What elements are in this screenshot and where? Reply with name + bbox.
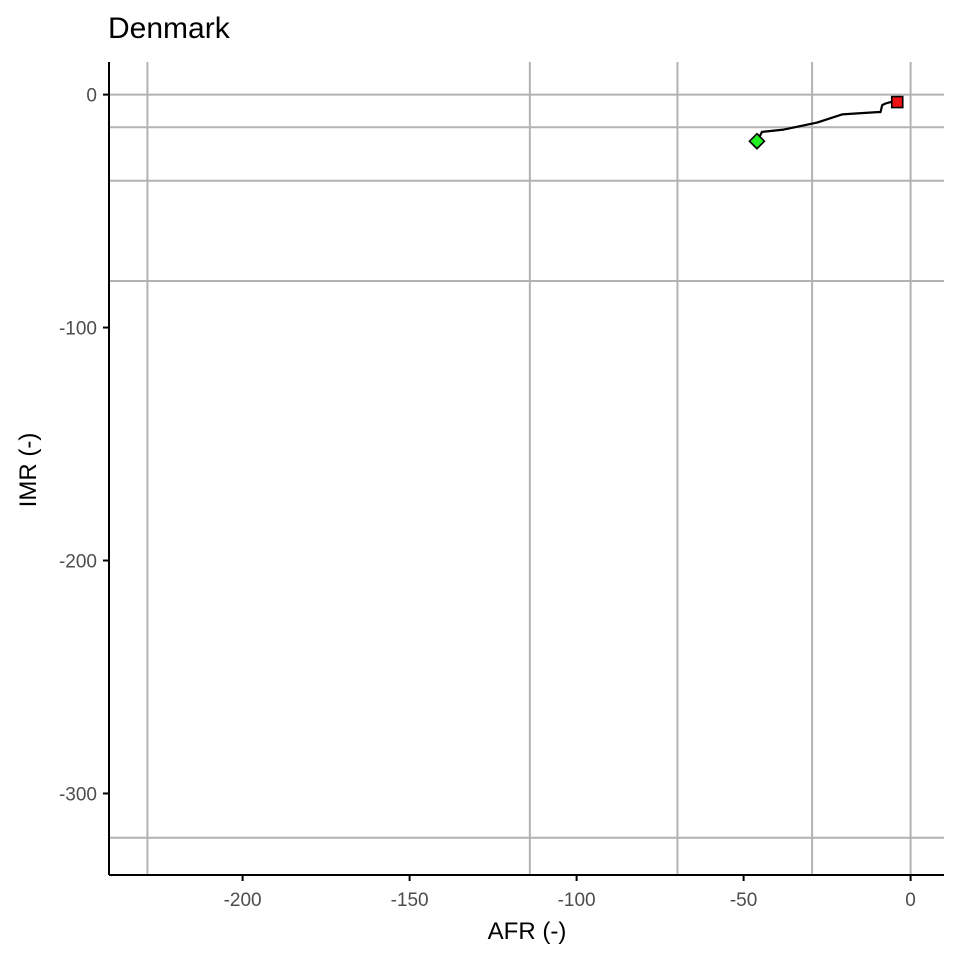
grid: [109, 62, 944, 875]
ticks: -200 -150 -100 -50 0 0 -100 -200 -300: [59, 86, 916, 911]
x-tick-label: 0: [905, 890, 916, 911]
x-axis-title: AFR (-): [488, 918, 567, 945]
y-tick-label: -200: [59, 552, 97, 573]
x-tick-label: -100: [558, 890, 596, 911]
plot-area: [748, 95, 904, 150]
y-tick-label: -100: [59, 319, 97, 340]
chart-title: Denmark: [108, 12, 231, 45]
y-tick-label: -300: [59, 784, 97, 805]
start-point-marker: [748, 132, 766, 150]
y-axis-title: IMR (-): [15, 433, 42, 508]
series-line-0: [755, 100, 899, 143]
end-point-marker: [890, 95, 904, 109]
axes: [108, 62, 944, 876]
y-tick-label: 0: [86, 86, 97, 107]
x-tick-label: -150: [391, 890, 429, 911]
x-tick-label: -200: [224, 890, 262, 911]
x-tick-label: -50: [730, 890, 757, 911]
